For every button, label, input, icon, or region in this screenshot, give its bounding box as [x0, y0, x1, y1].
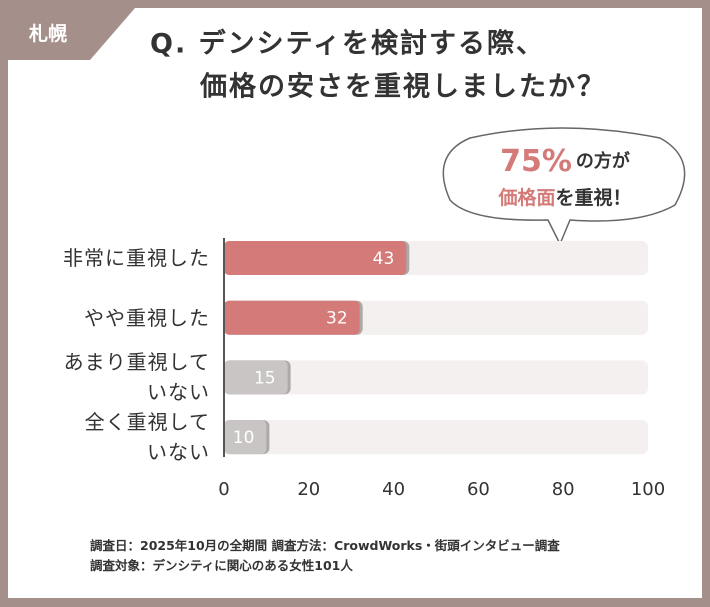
category-label: 非常に重視した: [63, 246, 210, 270]
category-label: 全く重視して いない: [84, 410, 210, 465]
bar: [224, 360, 288, 395]
title-line: Q. デンシティを検討する際、: [150, 28, 545, 60]
value-label: 43: [373, 249, 395, 269]
x-tick-label: 40: [382, 479, 405, 500]
x-tick-label: 60: [467, 479, 490, 500]
source-line: 調査日：2025年10月の全期間 調査方法：CrowdWorks・街頭インタビュ…: [90, 538, 560, 553]
callout-text: の方が: [576, 150, 630, 172]
category-label: あまり重視して いない: [63, 350, 210, 405]
bar: [224, 420, 267, 455]
bar: [224, 241, 407, 275]
callout-line: 価格面を重視！: [497, 186, 631, 209]
callout-text: を重視！: [556, 186, 632, 209]
bar: [224, 300, 360, 335]
value-label: 10: [233, 428, 255, 448]
title-line: 価格の安さを重視しましたか？: [199, 72, 606, 103]
value-label: 32: [326, 309, 348, 329]
x-tick-label: 20: [297, 479, 320, 500]
callout-highlight: 価格面: [497, 186, 555, 209]
x-tick-label: 80: [552, 479, 575, 500]
value-label: 15: [254, 368, 276, 388]
callout-bubble: [442, 127, 686, 246]
x-tick-label: 100: [631, 479, 665, 500]
x-tick-label: 0: [218, 479, 229, 500]
callout-line: 75% の方が: [500, 144, 630, 179]
bar-track: [224, 360, 648, 395]
category-label: やや重視した: [84, 305, 210, 330]
tab-label: 札幌: [28, 22, 67, 45]
callout-highlight: 75%: [500, 144, 572, 179]
bar-track: [224, 420, 648, 455]
source-line: 調査対象：デンシティに関心のある女性101人: [90, 558, 353, 573]
